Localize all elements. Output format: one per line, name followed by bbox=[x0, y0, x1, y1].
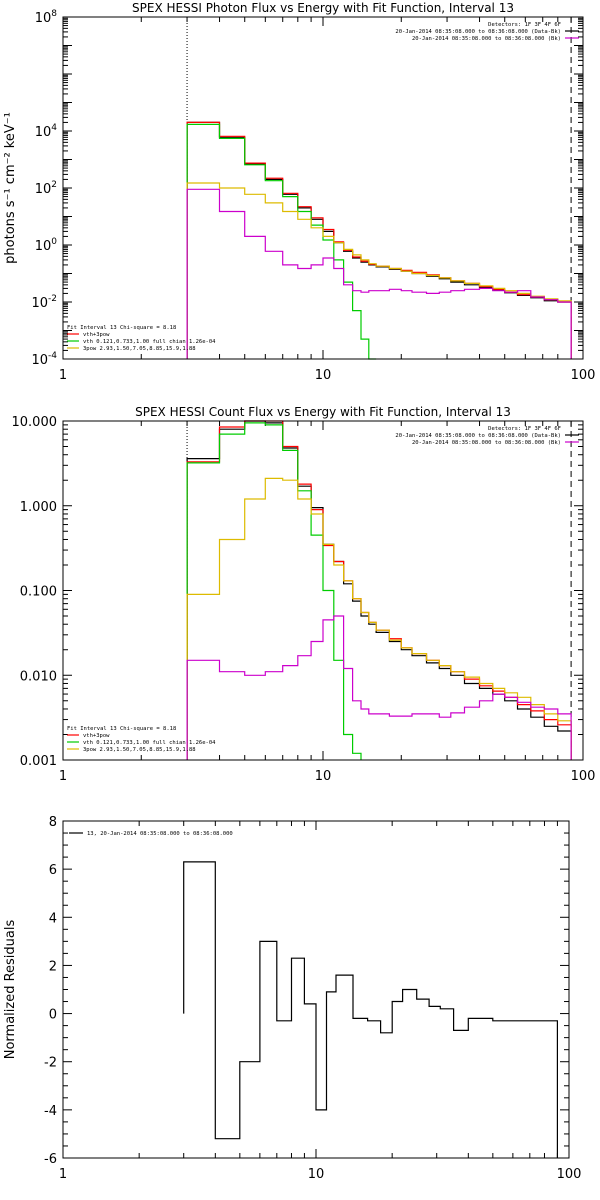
y-tick-base: 10 bbox=[35, 11, 52, 26]
x-tick-label: 10 bbox=[315, 769, 332, 784]
y-tick-base: 4 bbox=[49, 911, 57, 926]
x-tick-label: 10 bbox=[308, 1167, 325, 1182]
y-tick-label: 0.001 bbox=[20, 754, 57, 769]
y-tick-label: 8 bbox=[49, 815, 57, 830]
series-line-1 bbox=[183, 861, 558, 1158]
legend-entry: 13, 20-Jan-2014 08:35:08.000 to 08:36:08… bbox=[87, 831, 233, 837]
y-tick-label: 2 bbox=[49, 959, 57, 974]
legend-entry: 20-Jan-2014 08:35:08.000 to 08:36:08.000… bbox=[395, 29, 561, 35]
y-tick-exponent: 2 bbox=[51, 180, 57, 190]
y-tick-label: 0.100 bbox=[20, 585, 57, 600]
series-line-5 bbox=[186, 615, 572, 760]
legend-entry: 3pow 2.93,1.50,7.05,8.85,15.9,1.88 bbox=[83, 346, 196, 352]
chart-title: SPEX HESSI Photon Flux vs Energy with Fi… bbox=[132, 1, 514, 15]
y-tick-label: 0 bbox=[49, 1008, 57, 1023]
series-line-4 bbox=[186, 477, 572, 760]
x-tick-label: 1 bbox=[59, 368, 67, 383]
y-tick-base: -2 bbox=[44, 1056, 57, 1071]
y-tick-base: -4 bbox=[44, 1104, 57, 1119]
legend-entry: Detectors: 1F 3F 4F 6F bbox=[488, 22, 561, 28]
y-tick-base: 8 bbox=[49, 815, 57, 830]
y-tick-exponent: 4 bbox=[51, 123, 57, 133]
chart-panel-3: Normalized Residuals 1 10 100 -6 -4 -2 0 2 4 6 8 13,… bbox=[3, 815, 581, 1182]
y-tick-base: -6 bbox=[44, 1152, 57, 1167]
y-tick-label: -2 bbox=[44, 1056, 57, 1071]
y-axis-label: Normalized Residuals bbox=[3, 920, 18, 1060]
y-tick-base: 0.100 bbox=[20, 585, 57, 600]
y-tick-label: 0.010 bbox=[20, 669, 57, 684]
series-line-3 bbox=[186, 422, 362, 760]
y-tick-label: 10.000 bbox=[12, 415, 58, 430]
y-tick-base: 10.000 bbox=[12, 415, 58, 430]
x-tick-label: 1 bbox=[59, 769, 67, 784]
series-line-1 bbox=[186, 420, 572, 760]
legend-entry: Fit Interval 13 Chi-square = 8.18 bbox=[67, 325, 176, 331]
series-line-3 bbox=[186, 123, 377, 360]
legend-entry: 20-Jan-2014 08:35:08.000 to 08:36:08.000… bbox=[412, 440, 561, 446]
series-line-4 bbox=[186, 182, 572, 359]
y-tick-base: 2 bbox=[49, 959, 57, 974]
plot-frame bbox=[62, 420, 584, 761]
y-tick-label: 4 bbox=[49, 911, 57, 926]
y-tick-base: 0.010 bbox=[20, 669, 57, 684]
legend-entry: 20-Jan-2014 08:35:08.000 to 08:36:08.000… bbox=[412, 36, 561, 42]
legend-entry: vth+3pow bbox=[83, 332, 110, 338]
y-tick-base: 0 bbox=[49, 1008, 57, 1023]
y-tick-label: 10-2 bbox=[31, 294, 57, 311]
y-tick-exponent: 8 bbox=[51, 9, 57, 19]
legend-entry: vth+3pow bbox=[83, 733, 110, 739]
y-tick-label: 10-4 bbox=[31, 351, 57, 368]
y-tick-base: 10 bbox=[35, 182, 52, 197]
y-tick-label: -6 bbox=[44, 1152, 57, 1167]
x-tick-label: 100 bbox=[571, 769, 596, 784]
y-tick-base: 10 bbox=[31, 296, 48, 311]
y-tick-label: -4 bbox=[44, 1104, 57, 1119]
chart-title: SPEX HESSI Count Flux vs Energy with Fit… bbox=[135, 405, 511, 419]
y-tick-label: 1.000 bbox=[20, 500, 57, 515]
y-tick-exponent: -4 bbox=[48, 351, 57, 361]
plot-frame bbox=[62, 820, 570, 1159]
x-tick-label: 1 bbox=[59, 1167, 67, 1182]
legend-entry: vth 0.121,0.733,1.00 full chian 1.26e-04 bbox=[83, 740, 216, 746]
legend-entry: Detectors: 1F 3F 4F 6F bbox=[488, 426, 561, 432]
y-tick-base: 10 bbox=[35, 239, 52, 254]
legend-entry: 3pow 2.93,1.50,7.05,8.85,15.9,1.88 bbox=[83, 747, 196, 753]
x-tick-label: 10 bbox=[315, 368, 332, 383]
y-tick-exponent: -2 bbox=[48, 294, 57, 304]
y-tick-base: 0.001 bbox=[20, 754, 57, 769]
y-tick-base: 1.000 bbox=[20, 500, 57, 515]
plot-frame bbox=[62, 16, 584, 360]
y-tick-label: 100 bbox=[35, 237, 58, 254]
y-tick-label: 108 bbox=[35, 9, 58, 26]
y-axis-label: photons s⁻¹ cm⁻² keV⁻¹ bbox=[3, 112, 18, 264]
y-tick-base: 10 bbox=[35, 125, 52, 140]
y-tick-exponent: 0 bbox=[51, 237, 57, 247]
chart-panel-2: SPEX HESSI Count Flux vs Energy with Fit… bbox=[12, 405, 596, 784]
legend-entry: Fit Interval 13 Chi-square = 8.18 bbox=[67, 726, 176, 732]
y-tick-base: 6 bbox=[49, 863, 57, 878]
x-tick-label: 100 bbox=[557, 1167, 582, 1182]
y-tick-label: 102 bbox=[35, 180, 57, 197]
x-tick-label: 100 bbox=[571, 368, 596, 383]
y-tick-label: 6 bbox=[49, 863, 57, 878]
legend-entry: 20-Jan-2014 08:35:08.000 to 08:36:08.000… bbox=[395, 433, 561, 439]
chart-panel-1: SPEX HESSI Photon Flux vs Energy with Fi… bbox=[3, 1, 595, 383]
legend-entry: vth 0.121,0.733,1.00 full chian 1.26e-04 bbox=[83, 339, 216, 345]
series-line-2 bbox=[186, 420, 572, 760]
y-tick-base: 10 bbox=[31, 353, 48, 368]
y-tick-label: 104 bbox=[35, 123, 58, 140]
series-line-5 bbox=[186, 188, 572, 359]
